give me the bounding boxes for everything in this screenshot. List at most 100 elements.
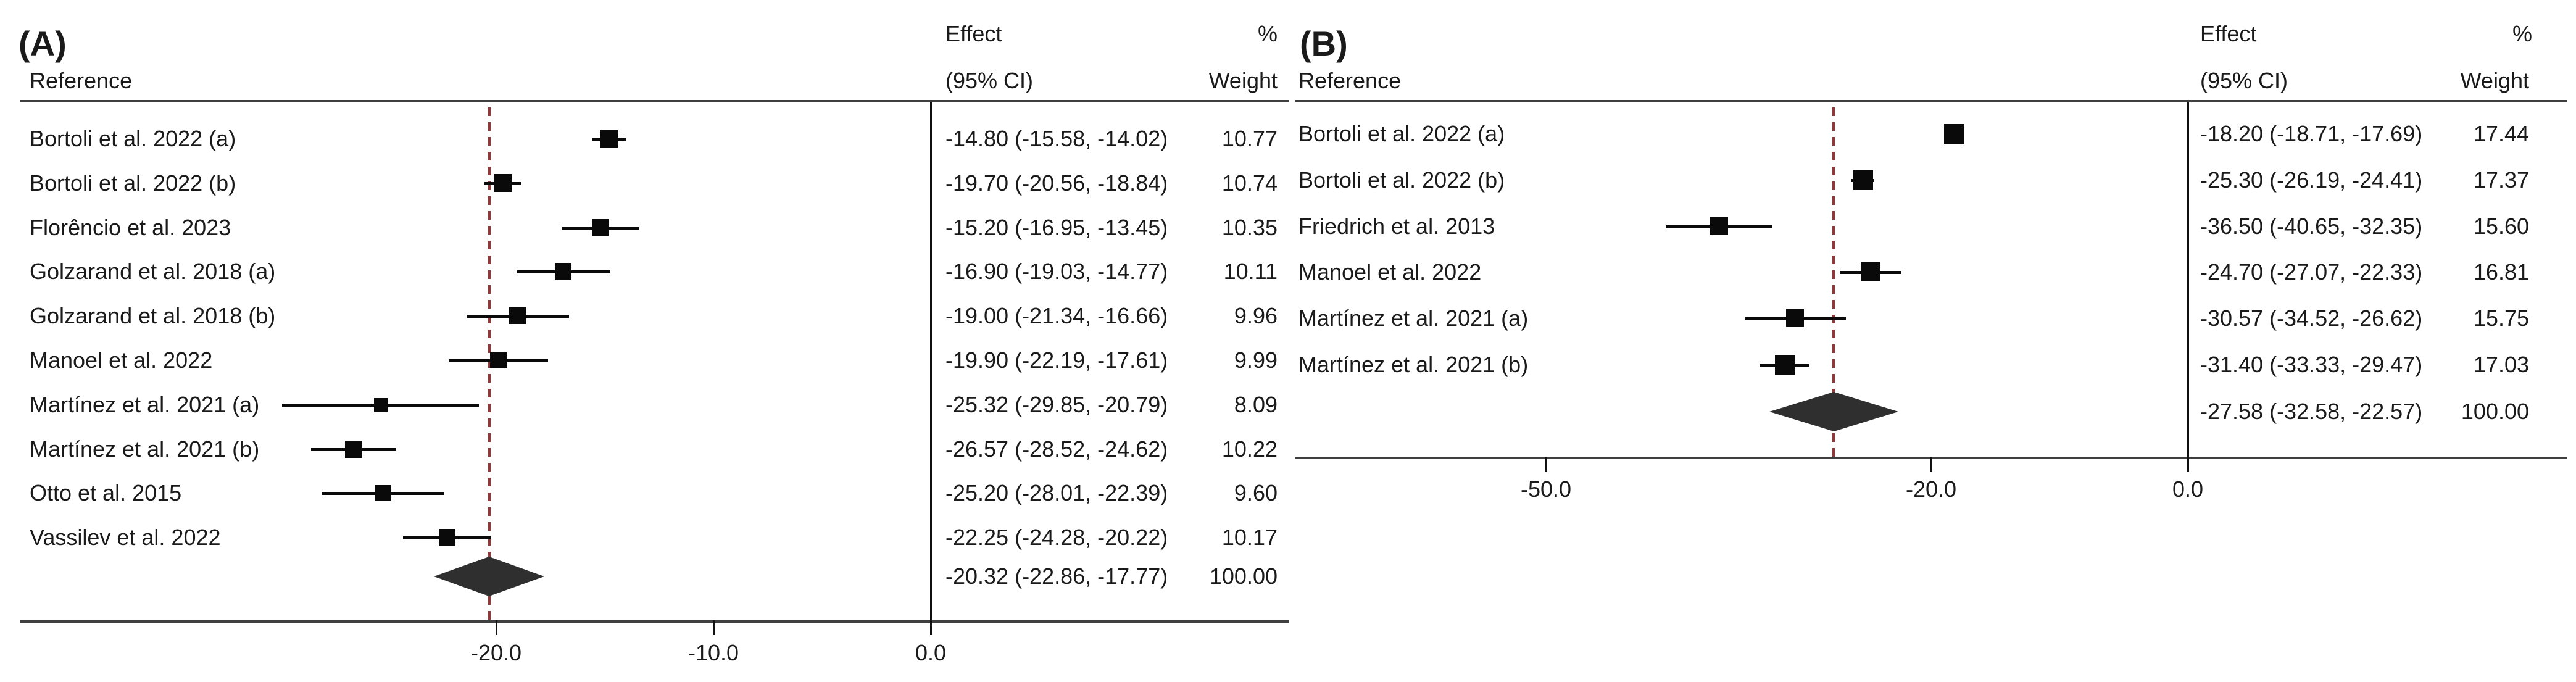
weight-column-header-line1: % — [2512, 21, 2532, 46]
effect-marker — [1775, 355, 1795, 375]
axis-tick-label: 0.0 — [2172, 476, 2204, 502]
weight-value: 10.11 — [1223, 259, 1278, 284]
study-label: Friedrich et al. 2013 — [1298, 214, 1495, 239]
effect-marker — [509, 307, 526, 324]
weight-value: 9.60 — [1234, 480, 1278, 505]
weight-value: 16.81 — [2473, 259, 2529, 285]
study-label: Golzarand et al. 2018 (a) — [30, 259, 276, 284]
header-rule — [1295, 100, 2567, 102]
zero-line — [2187, 100, 2189, 457]
weight-value: 15.60 — [2473, 214, 2529, 239]
weight-value: 9.96 — [1234, 303, 1278, 328]
study-label: Manoel et al. 2022 — [30, 347, 213, 373]
study-label: Martínez et al. 2021 (b) — [1298, 352, 1529, 377]
weight-value: 10.35 — [1221, 215, 1278, 240]
weight-value: 10.22 — [1221, 436, 1278, 462]
weight-value: 8.09 — [1234, 392, 1278, 417]
effect-value: -19.00 (-21.34, -16.66) — [945, 303, 1168, 328]
effect-value: -18.20 (-18.71, -17.69) — [2200, 121, 2423, 146]
pooled-dashed-line — [1832, 107, 1835, 457]
header-rule — [20, 100, 1289, 102]
weight-column-header-line1: % — [1257, 21, 1278, 46]
effect-marker — [374, 398, 388, 412]
effect-value: -22.25 (-24.28, -20.22) — [945, 525, 1168, 550]
study-label: Martínez et al. 2021 (b) — [30, 436, 260, 462]
study-label: Bortoli et al. 2022 (a) — [30, 126, 236, 151]
overall-effect-value: -20.32 (-22.86, -17.77) — [945, 563, 1168, 589]
panel-a-title: (A) — [19, 24, 67, 63]
study-label: Bortoli et al. 2022 (a) — [1298, 121, 1505, 146]
effect-marker — [592, 219, 609, 236]
effect-marker — [1853, 170, 1873, 190]
pooled-dashed-line — [488, 107, 491, 620]
effect-marker — [439, 529, 455, 546]
axis-tick — [2187, 457, 2189, 472]
weight-column-header-line2: Weight — [1208, 68, 1278, 93]
effect-column-header-line1: Effect — [945, 21, 1002, 46]
axis-line — [20, 620, 1289, 623]
study-label: Golzarand et al. 2018 (b) — [30, 303, 276, 328]
effect-value: -36.50 (-40.65, -32.35) — [2200, 214, 2423, 239]
axis-tick — [1930, 457, 1932, 472]
effect-value: -25.32 (-29.85, -20.79) — [945, 392, 1168, 417]
effect-value: -14.80 (-15.58, -14.02) — [945, 126, 1168, 151]
weight-value: 10.17 — [1221, 525, 1278, 550]
effect-marker — [490, 352, 507, 368]
effect-value: -26.57 (-28.52, -24.62) — [945, 436, 1168, 462]
effect-value: -19.90 (-22.19, -17.61) — [945, 347, 1168, 373]
weight-value: 9.99 — [1234, 347, 1278, 373]
effect-marker — [1710, 217, 1728, 235]
study-label: Martínez et al. 2021 (a) — [1298, 306, 1529, 331]
effect-value: -15.20 (-16.95, -13.45) — [945, 215, 1168, 240]
effect-value: -25.30 (-26.19, -24.41) — [2200, 167, 2423, 193]
effect-marker — [1944, 124, 1964, 144]
panel-b-title: (B) — [1300, 24, 1348, 63]
effect-marker — [1861, 262, 1880, 281]
weight-value: 17.03 — [2473, 352, 2529, 377]
reference-column-header: Reference — [1298, 68, 1402, 93]
reference-column-header: Reference — [30, 68, 133, 93]
study-label: Bortoli et al. 2022 (b) — [30, 170, 236, 196]
effect-marker — [375, 485, 391, 501]
axis-tick-label: -50.0 — [1520, 476, 1572, 502]
effect-marker — [1786, 309, 1804, 327]
weight-value: 10.77 — [1221, 126, 1278, 151]
overall-weight-value: 100.00 — [1209, 563, 1278, 589]
overall-effect-value: -27.58 (-32.58, -22.57) — [2200, 399, 2423, 424]
axis-tick-label: -20.0 — [470, 640, 522, 665]
effect-marker — [494, 174, 512, 192]
study-label: Otto et al. 2015 — [30, 480, 182, 505]
effect-value: -16.90 (-19.03, -14.77) — [945, 259, 1168, 284]
axis-tick-label: 0.0 — [915, 640, 947, 665]
study-label: Bortoli et al. 2022 (b) — [1298, 167, 1505, 193]
study-label: Manoel et al. 2022 — [1298, 259, 1482, 285]
effect-marker — [345, 441, 362, 458]
effect-value: -24.70 (-27.07, -22.33) — [2200, 259, 2423, 285]
weight-value: 10.74 — [1221, 170, 1278, 196]
weight-value: 17.44 — [2473, 121, 2529, 146]
overall-weight-value: 100.00 — [2461, 399, 2529, 424]
weight-value: 17.37 — [2473, 167, 2529, 193]
effect-column-header-line2: (95% CI) — [945, 68, 1034, 93]
axis-tick-label: -10.0 — [688, 640, 739, 665]
axis-tick — [496, 620, 497, 635]
effect-column-header-line2: (95% CI) — [2200, 68, 2288, 93]
weight-column-header-line2: Weight — [2460, 68, 2529, 93]
effect-value: -30.57 (-34.52, -26.62) — [2200, 306, 2423, 331]
zero-line — [930, 100, 932, 620]
axis-tick — [713, 620, 715, 635]
weight-value: 15.75 — [2473, 306, 2529, 331]
axis-tick-label: -20.0 — [1905, 476, 1957, 502]
study-label: Martínez et al. 2021 (a) — [30, 392, 260, 417]
study-label: Vassilev et al. 2022 — [30, 525, 221, 550]
effect-column-header-line1: Effect — [2200, 21, 2257, 46]
effect-value: -25.20 (-28.01, -22.39) — [945, 480, 1168, 505]
effect-value: -19.70 (-20.56, -18.84) — [945, 170, 1168, 196]
axis-tick — [930, 620, 932, 635]
pooled-diamond — [1769, 392, 1898, 431]
effect-marker — [600, 130, 618, 148]
study-label: Florêncio et al. 2023 — [30, 215, 231, 240]
pooled-diamond — [434, 557, 544, 596]
effect-marker — [555, 263, 571, 280]
